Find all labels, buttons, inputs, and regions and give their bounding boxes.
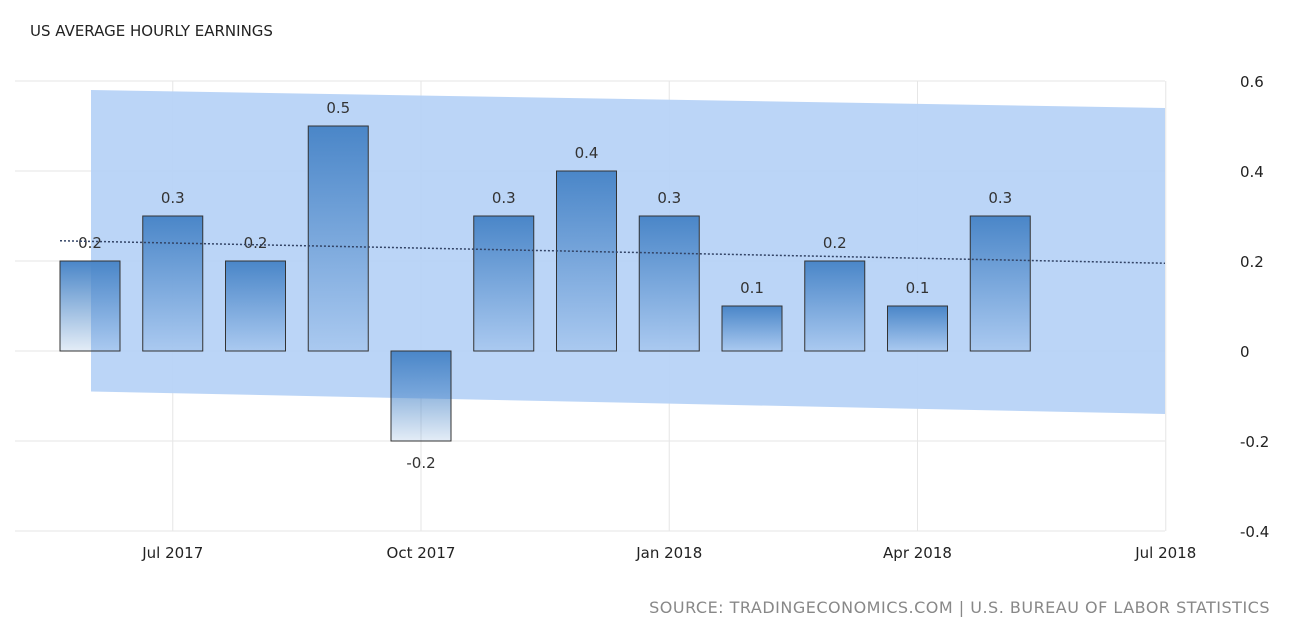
bar [142, 215, 204, 352]
data-label: 0.3 [492, 189, 516, 207]
y-tick-label: 0.4 [1240, 163, 1264, 181]
bar [473, 215, 535, 352]
chart-title: US AVERAGE HOURLY EARNINGS [30, 22, 273, 40]
source-note: SOURCE: TRADINGECONOMICS.COM | U.S. BURE… [649, 598, 1270, 617]
y-tick-label: 0 [1240, 343, 1250, 361]
bar [307, 125, 369, 352]
y-tick-label: -0.4 [1240, 523, 1269, 541]
data-label: 0.1 [740, 279, 764, 297]
data-label: 0.3 [988, 189, 1012, 207]
data-label: 0.2 [78, 234, 102, 252]
bar [887, 305, 948, 352]
bar [638, 215, 700, 352]
data-label: 0.3 [657, 189, 681, 207]
data-label: 0.2 [823, 234, 847, 252]
x-tick-label: Oct 2017 [387, 544, 456, 562]
data-label: 0.2 [244, 234, 268, 252]
x-tick-label: Jan 2018 [635, 544, 702, 562]
bar [225, 260, 286, 352]
bar [556, 170, 617, 352]
x-tick-label: Apr 2018 [883, 544, 952, 562]
bar [721, 305, 783, 352]
x-tick-label: Jul 2018 [1134, 544, 1196, 562]
bar [59, 260, 121, 352]
y-tick-label: -0.2 [1240, 433, 1269, 451]
x-tick-label: Jul 2017 [141, 544, 203, 562]
data-label: -0.2 [406, 454, 435, 472]
y-tick-label: 0.6 [1240, 73, 1264, 91]
trend-line [59, 240, 1166, 264]
data-label: 0.4 [575, 144, 599, 162]
bar [390, 350, 452, 442]
bar [969, 215, 1031, 352]
data-label: 0.1 [906, 279, 930, 297]
y-tick-label: 0.2 [1240, 253, 1264, 271]
data-label: 0.3 [161, 189, 185, 207]
bar [804, 260, 866, 352]
data-label: 0.5 [326, 99, 350, 117]
